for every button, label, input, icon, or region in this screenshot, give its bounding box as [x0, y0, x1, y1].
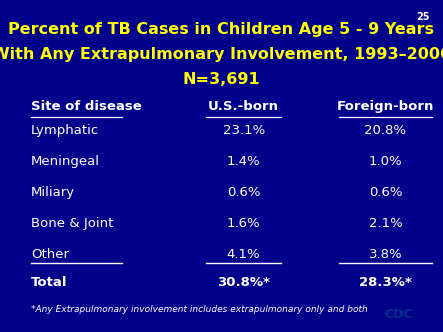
Text: With Any Extrapulmonary Involvement, 1993–2006: With Any Extrapulmonary Involvement, 199… — [0, 47, 443, 62]
Text: N=3,691: N=3,691 — [183, 72, 260, 87]
Text: *Any Extrapulmonary involvement includes extrapulmonary only and both: *Any Extrapulmonary involvement includes… — [31, 305, 368, 314]
Text: Other: Other — [31, 248, 69, 261]
Text: Lymphatic: Lymphatic — [31, 124, 99, 137]
Text: 25: 25 — [416, 12, 430, 22]
Text: 30.8%*: 30.8%* — [217, 276, 270, 289]
Text: Meningeal: Meningeal — [31, 155, 100, 168]
Text: 0.6%: 0.6% — [227, 186, 260, 199]
Text: Total: Total — [31, 276, 67, 289]
Text: Site of disease: Site of disease — [31, 100, 142, 113]
Text: 20.8%: 20.8% — [365, 124, 406, 137]
Text: 1.4%: 1.4% — [227, 155, 260, 168]
Text: Bone & Joint: Bone & Joint — [31, 217, 113, 230]
Text: Miliary: Miliary — [31, 186, 75, 199]
Text: 2.1%: 2.1% — [369, 217, 402, 230]
Text: 1.0%: 1.0% — [369, 155, 402, 168]
Text: 0.6%: 0.6% — [369, 186, 402, 199]
Text: 3.8%: 3.8% — [369, 248, 402, 261]
Text: 4.1%: 4.1% — [227, 248, 260, 261]
Text: 1.6%: 1.6% — [227, 217, 260, 230]
Text: CDC: CDC — [385, 308, 413, 321]
Text: U.S.-born: U.S.-born — [208, 100, 279, 113]
Text: 28.3%*: 28.3%* — [359, 276, 412, 289]
Text: Percent of TB Cases in Children Age 5 - 9 Years: Percent of TB Cases in Children Age 5 - … — [8, 22, 435, 37]
Text: Foreign-born: Foreign-born — [337, 100, 434, 113]
Text: 23.1%: 23.1% — [222, 124, 265, 137]
